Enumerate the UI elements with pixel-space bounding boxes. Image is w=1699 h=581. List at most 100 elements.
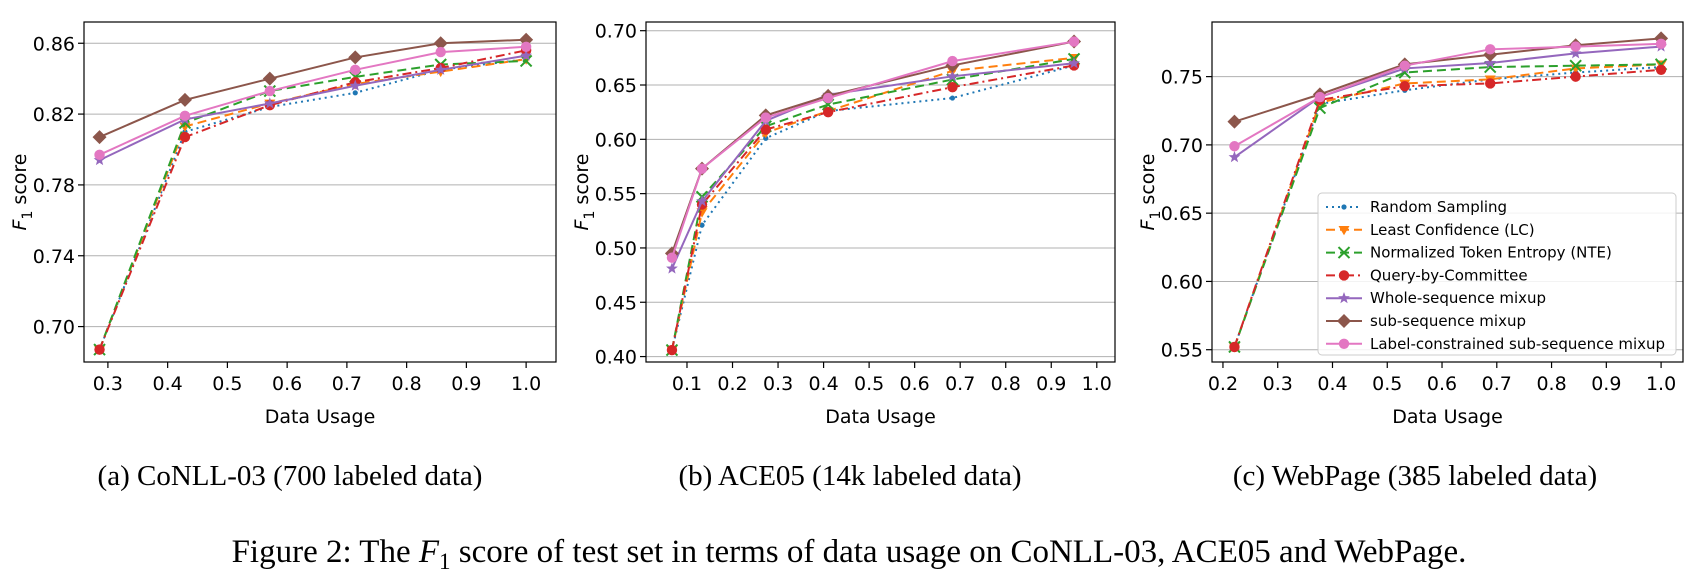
x-axis-label: Data Usage <box>1392 406 1503 428</box>
y-tick-label: 0.75 <box>1161 67 1203 89</box>
x-tick-label: 0.4 <box>808 373 838 395</box>
figure-caption-suffix: score of test set in terms of data usage… <box>451 534 1467 570</box>
series-line <box>670 64 1075 351</box>
y-tick-label: 0.86 <box>33 33 75 55</box>
series-line <box>671 40 1075 254</box>
data-point <box>1228 150 1241 163</box>
data-point <box>264 85 276 97</box>
x-tick-label: 0.5 <box>212 373 242 395</box>
data-point <box>1485 78 1496 89</box>
x-tick-label: 1.0 <box>1082 373 1112 395</box>
data-point <box>1314 91 1326 103</box>
data-point <box>1229 341 1240 353</box>
data-point <box>435 46 446 58</box>
series-line <box>670 56 1075 351</box>
series-line <box>98 59 527 350</box>
y-axis-label-subscript: 1 <box>582 211 598 220</box>
x-tick-label: 0.5 <box>854 373 884 395</box>
x-tick-label: 0.6 <box>900 373 930 395</box>
x-axis-label: Data Usage <box>265 406 376 428</box>
x-tick-label: 0.7 <box>945 373 975 395</box>
series-nte <box>665 52 1081 357</box>
series-line <box>1233 45 1662 158</box>
legend-entry-whole: Whole-sequence mixup <box>1326 289 1546 307</box>
series-random <box>669 62 1077 353</box>
x-tick-label: 0.7 <box>332 373 362 395</box>
data-point <box>94 149 105 161</box>
y-tick-label: 0.55 <box>1161 340 1203 362</box>
legend-entry-random: Random Sampling <box>1326 198 1507 216</box>
series-nte <box>93 54 533 356</box>
plot-frame <box>83 21 557 363</box>
series-lcsub <box>94 41 532 161</box>
legend-label: sub-sequence mixup <box>1370 312 1526 330</box>
data-point <box>822 92 834 104</box>
x-tick-label: 0.3 <box>1263 373 1293 395</box>
series-random <box>96 56 529 353</box>
y-tick-label: 0.70 <box>1161 135 1203 157</box>
y-axis-label-symbol: F <box>9 218 31 230</box>
figure-caption-symbol: F <box>418 534 440 570</box>
data-point <box>1655 38 1667 50</box>
figure-caption-subscript: 1 <box>439 549 451 574</box>
x-tick-label: 1.0 <box>1646 373 1676 395</box>
data-point <box>946 70 959 82</box>
x-tick-label: 0.9 <box>1591 373 1621 395</box>
series-line <box>99 45 527 156</box>
legend: Random Sampling Least Confidence (LC) Norm… <box>1317 192 1677 356</box>
chart-panel-3: 0.55 0.60 0.65 0.70 0.75 0.2 0.3 0.4 0.5 0.6 0.7 0.… <box>1137 21 1684 492</box>
legend-label: Least Confidence (LC) <box>1370 221 1535 239</box>
data-point <box>666 262 678 274</box>
data-point <box>434 63 447 75</box>
y-tick-label: 0.40 <box>595 347 637 369</box>
y-tick-label: 0.78 <box>33 175 75 197</box>
data-point <box>94 344 105 355</box>
plot-frame <box>1211 21 1684 363</box>
data-point <box>760 124 771 135</box>
chart-panel-2: 0.40 0.45 0.50 0.55 0.60 0.65 0.70 0.1 0.2 0.3 0.4… <box>571 21 1116 492</box>
series-line <box>1234 37 1662 123</box>
x-tick-label: 0.9 <box>1036 373 1066 395</box>
legend-entry-nte: Normalized Token Entropy (NTE) <box>1326 244 1612 262</box>
series-lc <box>94 55 532 356</box>
series-line <box>99 54 527 162</box>
x-tick-label: 0.3 <box>93 373 123 395</box>
y-tick-label: 0.65 <box>595 75 637 97</box>
data-point <box>348 50 363 65</box>
figure-caption: Figure 2: The F1 score of test set in te… <box>232 534 1467 574</box>
data-point <box>1570 41 1581 52</box>
data-point <box>760 112 771 123</box>
y-axis-label: F1 score <box>9 154 36 231</box>
legend-marker <box>1341 204 1347 210</box>
x-tick-label: 0.8 <box>1536 373 1566 395</box>
subcaption: (b) ACE05 (14k labeled data) <box>678 460 1021 492</box>
legend-entry-lc: Least Confidence (LC) <box>1326 221 1535 239</box>
data-point <box>179 131 191 143</box>
data-point <box>696 195 708 207</box>
series-line <box>671 40 1075 259</box>
series-whole <box>666 57 1080 274</box>
x-tick-label: 0.8 <box>991 373 1021 395</box>
data-point <box>1655 64 1667 75</box>
x-tick-label: 0.3 <box>763 373 793 395</box>
y-tick-label: 0.65 <box>1161 203 1203 225</box>
legend-label: Whole-sequence mixup <box>1370 289 1546 307</box>
legend-marker <box>1338 292 1350 304</box>
legend-marker <box>1337 246 1351 259</box>
y-tick-label: 0.70 <box>33 317 75 339</box>
series-qbc <box>666 60 1080 356</box>
data-point <box>666 344 678 356</box>
series-lcsub <box>666 36 1080 263</box>
data-point <box>350 64 361 76</box>
series-line <box>671 62 1075 269</box>
x-tick-label: 0.9 <box>451 373 481 395</box>
data-point <box>352 90 358 96</box>
y-axis-label-rest: score <box>9 154 31 211</box>
data-point <box>1229 141 1240 152</box>
series-line <box>1233 42 1662 148</box>
x-axis-label: Data Usage <box>825 406 936 428</box>
data-point <box>947 55 958 67</box>
series-line <box>1233 63 1662 348</box>
legend-label: Normalized Token Entropy (NTE) <box>1370 244 1612 262</box>
legend-entry-qbc: Query-by-Committee <box>1326 266 1528 284</box>
